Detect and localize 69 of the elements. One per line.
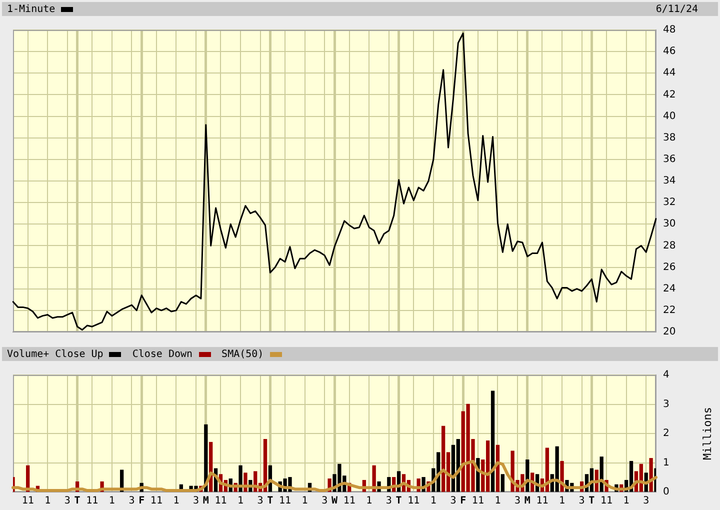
x-tick-label: 1 (559, 496, 566, 507)
y-tick-label: 24 (663, 283, 676, 294)
x-tick-label: 11 (536, 496, 548, 507)
x-tick-label: T (396, 496, 402, 507)
legend-label: Close Up (55, 348, 104, 360)
x-tick-label: T (74, 496, 80, 507)
x-tick-label: 11 (343, 496, 356, 507)
x-tick-label: 11 (279, 496, 292, 507)
bar (238, 465, 242, 492)
y-tick-label: 42 (663, 89, 676, 100)
x-tick-label: 1 (108, 496, 115, 507)
x-tick-label: 11 (150, 496, 162, 507)
x-tick-label: 11 (408, 496, 420, 507)
y-tick-label: 20 (663, 326, 676, 338)
x-tick-label: T (588, 496, 595, 507)
x-tick-label: 3 (643, 496, 650, 507)
legend-label: 1-Minute (7, 4, 56, 14)
y-tick-label: 30 (663, 218, 676, 230)
x-tick-label: 1 (173, 496, 180, 507)
x-tick-label: 3 (128, 496, 135, 507)
bar (500, 474, 504, 492)
x-tick-label: M (202, 496, 209, 507)
y-tick-label: 1 (663, 457, 670, 468)
x-tick-label: 3 (257, 496, 264, 507)
x-tick-label: 1 (44, 496, 51, 507)
y-tick-label: 28 (663, 240, 676, 252)
y-tick-label: 38 (663, 132, 676, 144)
y-tick-label: 36 (663, 154, 676, 166)
y-tick-label: 34 (663, 176, 676, 187)
x-tick-label: 1 (494, 496, 501, 507)
x-tick-label: W (331, 496, 338, 507)
x-tick-label: F (138, 496, 145, 507)
x-tick-label: 1 (302, 496, 308, 507)
x-tick-label: F (460, 496, 466, 507)
x-tick-label: 3 (514, 496, 521, 507)
y-tick-label: 3 (663, 398, 670, 410)
x-tick-label: 3 (192, 496, 200, 507)
x-tick-label: 3 (322, 496, 328, 507)
bar (490, 390, 495, 492)
x-tick-label: 3 (386, 496, 392, 507)
y-tick-label: 46 (663, 46, 676, 58)
legend-label: Close Down (132, 348, 193, 360)
x-tick-label: 3 (450, 496, 456, 507)
x-tick-label: 11 (214, 496, 227, 507)
x-tick-label: 1 (623, 496, 630, 507)
y-tick-label: 4 (663, 370, 670, 381)
x-tick-label: T (267, 496, 274, 507)
y-tick-label: 26 (663, 262, 676, 273)
legend-label: SMA(50) (222, 348, 264, 360)
x-tick-label: 3 (578, 496, 585, 507)
x-tick-label: 11 (472, 496, 484, 507)
y-tick-label: 40 (663, 110, 676, 122)
x-tick-label: 11 (22, 496, 34, 507)
x-tick-label: 1 (366, 496, 372, 507)
y-axis-title: Millions (700, 407, 714, 460)
x-tick-label: 1 (238, 496, 244, 507)
x-tick-label: 3 (64, 496, 70, 507)
y-tick-label: 0 (663, 486, 670, 498)
x-tick-label: 1 (430, 496, 436, 507)
text: 6/11/24 (656, 4, 698, 14)
y-tick-label: 2 (663, 428, 670, 440)
x-tick-label: 11 (86, 496, 98, 507)
y-tick-label: 44 (663, 68, 676, 79)
x-tick-label: M (524, 496, 530, 507)
y-tick-label: 32 (663, 197, 676, 208)
y-tick-label: 22 (663, 305, 676, 316)
y-tick-label: 48 (663, 24, 676, 36)
x-tick-label: 11 (600, 496, 613, 507)
legend-title: Volume+ (7, 348, 50, 360)
